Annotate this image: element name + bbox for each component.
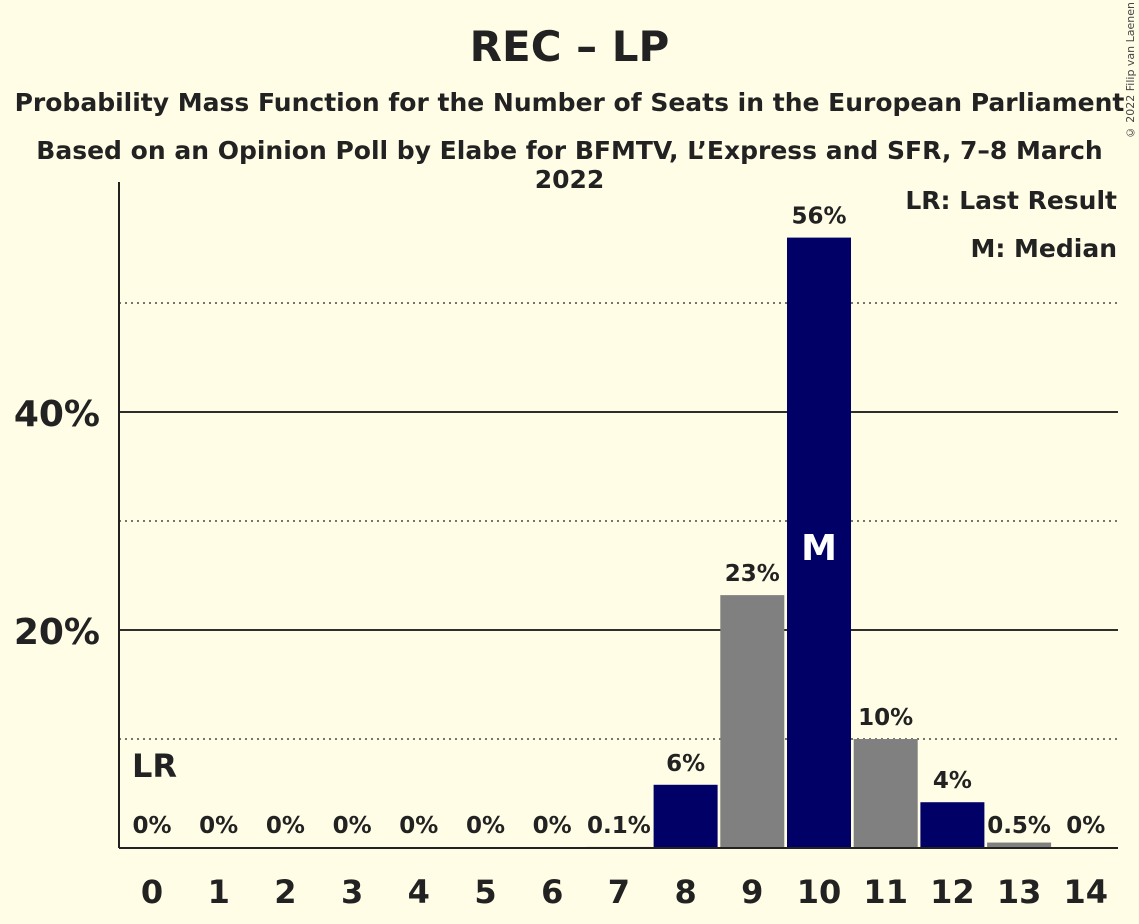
data-label: 23%	[725, 561, 780, 587]
chart-source: Based on an Opinion Poll by Elabe for BF…	[36, 136, 1103, 194]
bar	[653, 784, 718, 848]
x-tick-label: 11	[863, 873, 908, 911]
bar	[987, 842, 1052, 848]
data-label: 0%	[199, 813, 238, 839]
data-label: 0.5%	[987, 813, 1051, 839]
x-tick-label: 6	[541, 873, 563, 911]
y-tick-label: 20%	[14, 612, 100, 653]
data-label: 0%	[399, 813, 438, 839]
x-tick-label: 13	[997, 873, 1042, 911]
bar	[920, 802, 985, 848]
bar	[853, 739, 918, 848]
x-tick-label: 2	[274, 873, 296, 911]
chart-subtitle: Probability Mass Function for the Number…	[14, 88, 1125, 117]
data-label: 10%	[858, 705, 913, 731]
bar	[787, 237, 851, 849]
chart-title: REC – LP	[469, 22, 670, 71]
x-tick-label: 3	[341, 873, 363, 911]
x-tick-label: 14	[1064, 873, 1109, 911]
x-tick-label: 8	[674, 873, 696, 911]
x-tick-label: 12	[930, 873, 975, 911]
x-tick-label: 1	[208, 873, 230, 911]
data-label: 0%	[533, 813, 572, 839]
legend-last-result: LR: Last Result	[905, 186, 1117, 215]
data-label: 0%	[266, 813, 305, 839]
data-label: 0%	[466, 813, 505, 839]
x-tick-label: 10	[797, 873, 842, 911]
x-tick-label: 0	[141, 873, 163, 911]
x-tick-label: 7	[608, 873, 630, 911]
data-label: 6%	[666, 751, 705, 777]
x-tick-label: 5	[474, 873, 496, 911]
data-label: 0.1%	[587, 813, 651, 839]
bar	[720, 595, 785, 848]
legend-median: M: Median	[970, 234, 1117, 263]
x-tick-label: 9	[741, 873, 763, 911]
x-tick-label: 4	[408, 873, 430, 911]
data-label: 4%	[933, 768, 972, 794]
data-label: 56%	[791, 204, 846, 230]
data-label: 0%	[1066, 813, 1105, 839]
data-label: 0%	[132, 813, 171, 839]
y-tick-label: 40%	[14, 394, 100, 435]
last-result-marker: LR	[132, 747, 177, 785]
median-marker: M	[801, 528, 837, 569]
data-label: 0%	[333, 813, 372, 839]
